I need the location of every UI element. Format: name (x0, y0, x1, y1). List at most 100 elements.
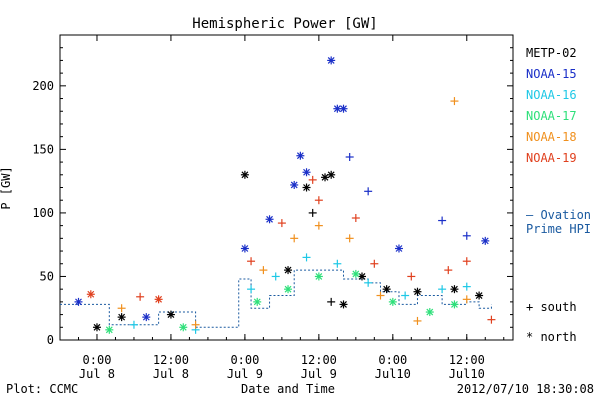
data-point (364, 187, 373, 196)
data-point (339, 104, 348, 113)
x-tick-label-date: Jul10 (449, 367, 485, 381)
data-point (308, 208, 317, 217)
plot-credit: Plot: CCMC (6, 382, 78, 396)
data-point (413, 316, 422, 325)
ovation-hpi-line (60, 269, 492, 328)
timestamp: 2012/07/10 18:30:08 (457, 382, 594, 396)
data-point (462, 257, 471, 266)
data-point (284, 266, 293, 275)
data-point (327, 170, 336, 179)
data-point (253, 297, 262, 306)
data-point (370, 259, 379, 268)
data-point (314, 272, 323, 281)
chart-title: Hemispheric Power [GW] (192, 16, 377, 32)
data-point (290, 234, 299, 243)
data-points (74, 56, 496, 334)
data-point (351, 269, 360, 278)
data-point (296, 151, 305, 160)
marker-legend-item: + south (526, 300, 577, 314)
data-point (376, 291, 385, 300)
y-tick-label: 50 (40, 269, 54, 283)
data-point (475, 291, 484, 300)
data-point (327, 297, 336, 306)
x-tick-label-date: Jul 8 (79, 367, 115, 381)
data-point (129, 320, 138, 329)
x-tick-label-date: Jul 8 (153, 367, 189, 381)
data-point (345, 234, 354, 243)
data-point (462, 295, 471, 304)
data-point (240, 244, 249, 253)
data-point (462, 231, 471, 240)
y-tick-label: 150 (32, 142, 54, 156)
data-point (425, 308, 434, 317)
data-point (308, 175, 317, 184)
legend-item: METP-02 (526, 46, 577, 60)
data-point (191, 320, 200, 329)
data-point (271, 272, 280, 281)
data-point (450, 300, 459, 309)
data-point (345, 153, 354, 161)
data-point (401, 291, 410, 300)
data-point (339, 300, 348, 309)
legend: METP-02 NOAA-15 NOAA-16 NOAA-17 NOAA-18 NOAA-… (526, 46, 591, 344)
x-tick-label-time: 0:00 (230, 353, 259, 367)
y-tick-label: 200 (32, 79, 54, 93)
y-tick-label: 100 (32, 206, 54, 220)
data-point (290, 180, 299, 189)
data-point (302, 168, 311, 177)
x-tick-label-time: 0:00 (378, 353, 407, 367)
data-point (259, 266, 268, 275)
data-point (438, 285, 447, 294)
y-tick-label: 0 (47, 333, 54, 347)
y-axis-ticks: 0 50 100 150 200 (32, 47, 513, 347)
data-point (154, 295, 163, 304)
data-point (364, 278, 373, 287)
ovation-hpi-path (60, 269, 492, 328)
data-point (179, 323, 188, 332)
legend-ovation-line1: — Ovation (526, 208, 591, 222)
data-point (327, 56, 336, 65)
data-point (136, 292, 145, 301)
x-tick-label-time: 12:00 (153, 353, 189, 367)
x-tick-label-date: Jul10 (375, 367, 411, 381)
data-point (351, 214, 360, 222)
x-tick-label-time: 12:00 (301, 353, 337, 367)
x-tick-label-time: 0:00 (83, 353, 112, 367)
data-point (314, 196, 323, 205)
data-point (388, 297, 397, 306)
data-point (413, 287, 422, 296)
data-point (142, 313, 151, 322)
x-tick-label-date: Jul 9 (301, 367, 337, 381)
data-point (117, 304, 126, 313)
x-tick-label-time: 12:00 (449, 353, 485, 367)
data-point (166, 310, 175, 319)
data-point (333, 259, 342, 268)
data-point (247, 285, 256, 294)
legend-item: NOAA-19 (526, 151, 577, 165)
data-point (314, 221, 323, 230)
data-point (407, 272, 416, 281)
data-point (321, 173, 330, 182)
data-point (487, 315, 496, 324)
data-point (450, 97, 459, 106)
data-point (86, 290, 95, 299)
data-point (247, 257, 256, 266)
data-point (438, 216, 447, 225)
data-point (265, 215, 274, 224)
data-point (92, 323, 101, 332)
legend-ovation-line2: Prime HPI (526, 222, 591, 236)
data-point (481, 236, 490, 245)
legend-item: NOAA-15 (526, 67, 577, 81)
x-tick-label-date: Jul 9 (227, 367, 263, 381)
data-point (277, 219, 286, 228)
plot-area-frame (59, 34, 514, 341)
data-point (302, 253, 311, 262)
data-point (450, 285, 459, 294)
data-point (462, 282, 471, 291)
data-point (358, 272, 366, 281)
data-point (74, 297, 83, 306)
marker-legend-item: * north (526, 330, 577, 344)
data-point (382, 285, 391, 294)
